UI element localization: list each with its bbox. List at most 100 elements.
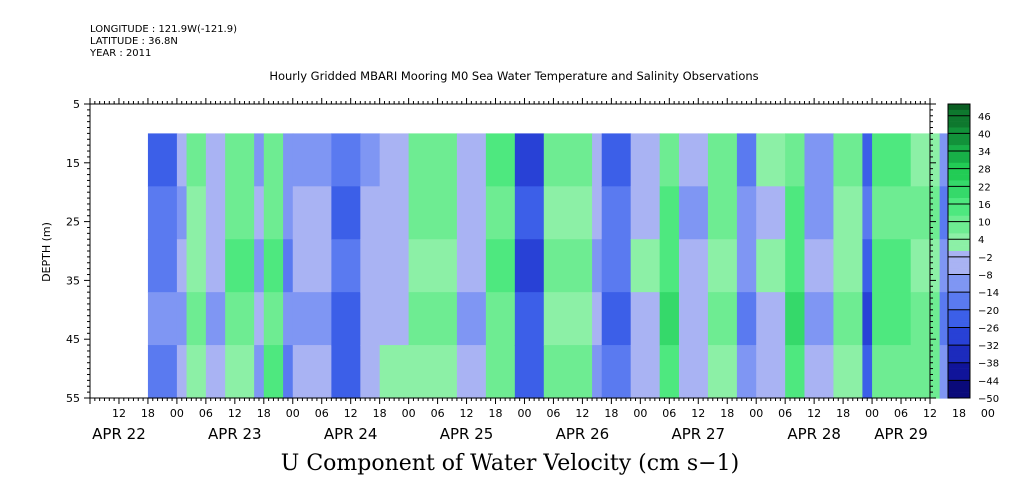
heatmap-cell	[804, 133, 835, 187]
heatmap-cell	[283, 186, 294, 240]
colorbar-swatch	[948, 209, 970, 217]
heatmap-cell	[456, 186, 487, 240]
heatmap-cell	[872, 186, 912, 240]
heatmap-cell	[292, 186, 332, 240]
x-hour-label: 06	[431, 407, 445, 420]
heatmap-cell	[186, 186, 207, 240]
colorbar-swatch	[948, 233, 970, 240]
heatmap-cell	[514, 133, 545, 187]
heatmap-cell	[283, 133, 294, 187]
heatmap-cell	[707, 133, 738, 187]
colorbar-swatch	[948, 156, 970, 164]
x-hour-label: 00	[170, 407, 184, 420]
heatmap-cell	[736, 133, 757, 187]
colorbar-swatch	[948, 109, 970, 117]
heatmap-cell	[785, 345, 806, 399]
heatmap-cells	[147, 133, 960, 399]
colorbar-swatch	[948, 392, 970, 399]
heatmap-cell	[379, 292, 410, 346]
heatmap-cell	[331, 239, 361, 293]
y-tick-label: 35	[66, 274, 80, 287]
colorbar-swatch	[948, 115, 970, 122]
heatmap-cell	[862, 345, 873, 399]
colorbar-label: 34	[978, 147, 991, 158]
heatmap-cell	[872, 292, 912, 346]
heatmap-cell	[707, 292, 738, 346]
colorbar-label: −38	[978, 359, 999, 370]
colorbar-label: 10	[978, 218, 991, 229]
colorbar-swatch	[948, 245, 970, 252]
x-hour-label: 00	[981, 407, 995, 420]
heatmap-cell	[379, 239, 410, 293]
colorbar-swatch	[948, 186, 970, 193]
heatmap-cell	[543, 186, 593, 240]
heatmap-cell	[707, 186, 738, 240]
heatmap-cell	[872, 239, 912, 293]
heatmap-cell	[736, 345, 757, 399]
heatmap-cell	[678, 186, 709, 240]
x-hour-label: 06	[199, 407, 213, 420]
heatmap-cell	[630, 133, 661, 187]
latitude-label: LATITUDE : 36.8N	[90, 36, 178, 47]
heatmap-cell	[707, 345, 738, 399]
y-tick-label: 45	[66, 333, 80, 346]
heatmap-cell	[456, 239, 487, 293]
heatmap-cell	[833, 133, 864, 187]
heatmap-cell	[736, 292, 757, 346]
heatmap-cell	[833, 186, 864, 240]
heatmap-cell	[147, 292, 178, 346]
heatmap-cell	[408, 133, 458, 187]
heatmap-cell	[331, 292, 361, 346]
colorbar-label: −26	[978, 323, 999, 334]
heatmap-cell	[379, 133, 410, 187]
heatmap-cell	[785, 239, 806, 293]
x-day-label: APR 24	[324, 425, 378, 443]
colorbar-swatch	[948, 174, 970, 181]
heatmap-cell	[756, 292, 786, 346]
heatmap-cell	[331, 133, 361, 187]
heatmap-cell	[147, 239, 178, 293]
heatmap-cell	[456, 292, 487, 346]
heatmap-cell	[147, 186, 178, 240]
heatmap-cell	[408, 239, 458, 293]
colorbar-swatch	[948, 350, 970, 358]
heatmap-cell	[601, 186, 632, 240]
longitude-label: LONGITUDE : 121.9W(-121.9)	[90, 24, 237, 35]
colorbar-swatch	[948, 292, 970, 299]
colorbar-label: 40	[978, 129, 991, 140]
heatmap-cell	[872, 345, 912, 399]
x-hour-label: 00	[517, 407, 531, 420]
heatmap-cell	[804, 239, 835, 293]
heatmap-cell	[804, 186, 835, 240]
heatmap-cell	[659, 345, 680, 399]
colorbar-label: −50	[978, 394, 999, 405]
x-hour-label: 12	[112, 407, 126, 420]
heatmap-cell	[408, 186, 458, 240]
heatmap-cell	[514, 186, 545, 240]
colorbar-label: 16	[978, 200, 991, 211]
heatmap-cell	[254, 292, 265, 346]
heatmap-cell	[678, 345, 709, 399]
colorbar-swatch	[948, 162, 970, 169]
heatmap-cell	[225, 186, 255, 240]
y-tick-label: 55	[66, 392, 80, 405]
heatmap-cell	[176, 345, 188, 399]
heatmap-cell	[292, 133, 332, 187]
heatmap-cell	[785, 292, 806, 346]
heatmap-cell	[630, 292, 661, 346]
heatmap-cell	[601, 239, 632, 293]
x-hour-label: 00	[865, 407, 879, 420]
heatmap-cell	[601, 345, 632, 399]
heatmap-cell	[910, 133, 941, 187]
x-hour-label: 18	[836, 407, 850, 420]
heatmap-cell	[254, 133, 265, 187]
colorbar: 46 40 34 28 22 16 10 4 −2 −8 −14 −20 −26 −32 −38 −44 −50	[947, 103, 999, 405]
x-hour-label: 12	[807, 407, 821, 420]
heatmap-cell	[379, 186, 410, 240]
heatmap-cell	[176, 239, 188, 293]
heatmap-cell	[804, 292, 835, 346]
colorbar-swatch	[948, 215, 970, 222]
heatmap-cell	[263, 239, 284, 293]
heatmap-cell	[485, 133, 516, 187]
heatmap-cell	[872, 133, 912, 187]
